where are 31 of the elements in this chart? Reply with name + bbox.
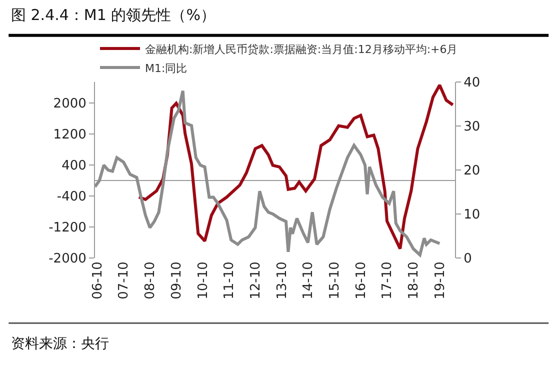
y-tick-label: 2000 <box>53 96 86 112</box>
y-tick-label: 1200 <box>53 128 86 142</box>
x-tick-label: 17-10 <box>380 262 396 300</box>
y2-tick-label: 20 <box>464 164 480 179</box>
text: 资料来源：央行 <box>11 336 109 352</box>
x-tick-label: 10-10 <box>196 262 211 300</box>
x-tick-label: 18-10 <box>406 262 422 300</box>
y2-tick-label: 10 <box>464 208 480 223</box>
y-tick-label: 400 <box>62 158 86 174</box>
y-tick-label: -2000 <box>48 252 86 267</box>
line-series <box>137 84 454 250</box>
x-tick-label: 09-10 <box>169 262 184 300</box>
x-tick-label: 14-10 <box>301 262 316 300</box>
x-tick-label: 08-10 <box>143 262 158 300</box>
y-tick-label: -400 <box>56 190 86 205</box>
x-tick-label: 11-10 <box>222 262 238 300</box>
line-series <box>95 89 442 256</box>
x-tick-label: 12-10 <box>248 262 264 300</box>
x-tick-label: 15-10 <box>327 262 342 300</box>
x-tick-label: 19-10 <box>432 262 448 300</box>
x-tick-label: 16-10 <box>354 262 369 300</box>
x-tick-label: 06-10 <box>90 262 106 300</box>
chart-title: 图 2.4.4：M1 的领先性（%） <box>11 6 216 24</box>
y2-tick-label: 40 <box>464 76 480 91</box>
legend-label: M1:同比 <box>145 62 188 75</box>
y2-tick-label: 30 <box>464 120 480 135</box>
legend-label: 金融机构:新增人民币贷款:票据融资:当月值:12月移动平均:+6月 <box>145 42 458 56</box>
y-tick-label: -1200 <box>48 220 86 236</box>
x-tick-label: 13-10 <box>274 262 290 300</box>
y2-tick-label: 0 <box>464 252 472 267</box>
x-tick-label: 07-10 <box>116 262 132 300</box>
